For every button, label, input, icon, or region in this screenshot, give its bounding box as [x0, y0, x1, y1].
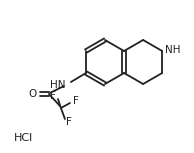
- Text: F: F: [73, 96, 79, 106]
- Text: NH: NH: [165, 45, 181, 55]
- Text: O: O: [29, 89, 37, 99]
- Text: HCl: HCl: [14, 133, 33, 143]
- Text: F: F: [50, 91, 56, 101]
- Text: HN: HN: [50, 80, 66, 90]
- Text: F: F: [66, 117, 72, 127]
